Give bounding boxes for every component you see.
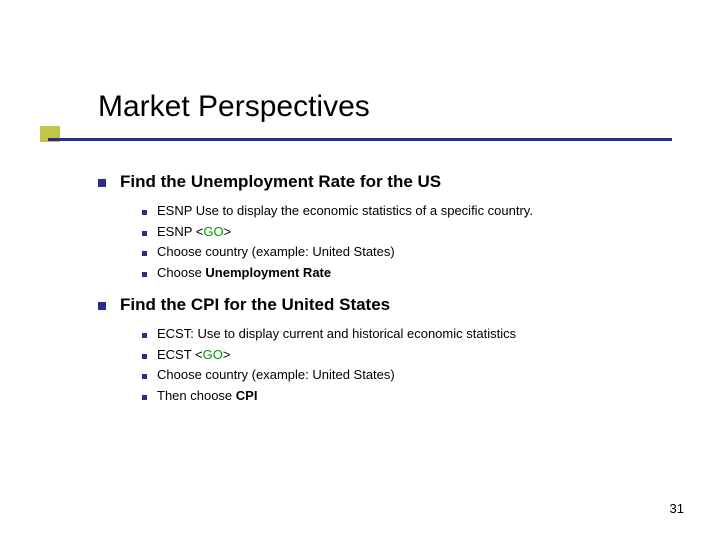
bullet-square-icon [142, 395, 147, 400]
bullet-square-icon [98, 179, 106, 187]
go-keyword: GO [203, 224, 223, 239]
bullet-square-icon [98, 302, 106, 310]
bullet-square-icon [142, 272, 147, 277]
slide: Market Perspectives Find the Unemploymen… [0, 0, 720, 540]
list-item-text: ECST <GO> [157, 346, 230, 364]
title-underline [48, 138, 672, 141]
list-item: Choose country (example: United States) [142, 243, 680, 261]
go-keyword: GO [203, 347, 223, 362]
list-item-text: ECST: Use to display current and histori… [157, 325, 516, 343]
bold-term: CPI [236, 388, 258, 403]
list-item: ECST <GO> [142, 346, 680, 364]
list-item: ECST: Use to display current and histori… [142, 325, 680, 343]
bullet-square-icon [142, 231, 147, 236]
list-item-text: ESNP <GO> [157, 223, 231, 241]
list-item-text: Choose Unemployment Rate [157, 264, 331, 282]
slide-title: Market Perspectives [98, 90, 370, 124]
list-item: ESNP Use to display the economic statist… [142, 202, 680, 220]
bullet-square-icon [142, 374, 147, 379]
slide-content: Find the Unemployment Rate for the US ES… [98, 164, 680, 418]
bold-term: Unemployment Rate [205, 265, 331, 280]
list-item: Then choose CPI [142, 387, 680, 405]
section-heading-text: Find the CPI for the United States [120, 295, 390, 315]
page-number: 31 [670, 501, 684, 516]
section-heading: Find the CPI for the United States [98, 295, 680, 315]
bullet-square-icon [142, 210, 147, 215]
section-items: ESNP Use to display the economic statist… [142, 202, 680, 281]
list-item-text: Choose country (example: United States) [157, 366, 395, 384]
section-heading-text: Find the Unemployment Rate for the US [120, 172, 441, 192]
list-item-text: Then choose CPI [157, 387, 257, 405]
list-item: Choose country (example: United States) [142, 366, 680, 384]
section-items: ECST: Use to display current and histori… [142, 325, 680, 404]
list-item: ESNP <GO> [142, 223, 680, 241]
list-item: Choose Unemployment Rate [142, 264, 680, 282]
list-item-text: ESNP Use to display the economic statist… [157, 202, 533, 220]
bullet-square-icon [142, 333, 147, 338]
bullet-square-icon [142, 251, 147, 256]
bullet-square-icon [142, 354, 147, 359]
section-heading: Find the Unemployment Rate for the US [98, 172, 680, 192]
list-item-text: Choose country (example: United States) [157, 243, 395, 261]
